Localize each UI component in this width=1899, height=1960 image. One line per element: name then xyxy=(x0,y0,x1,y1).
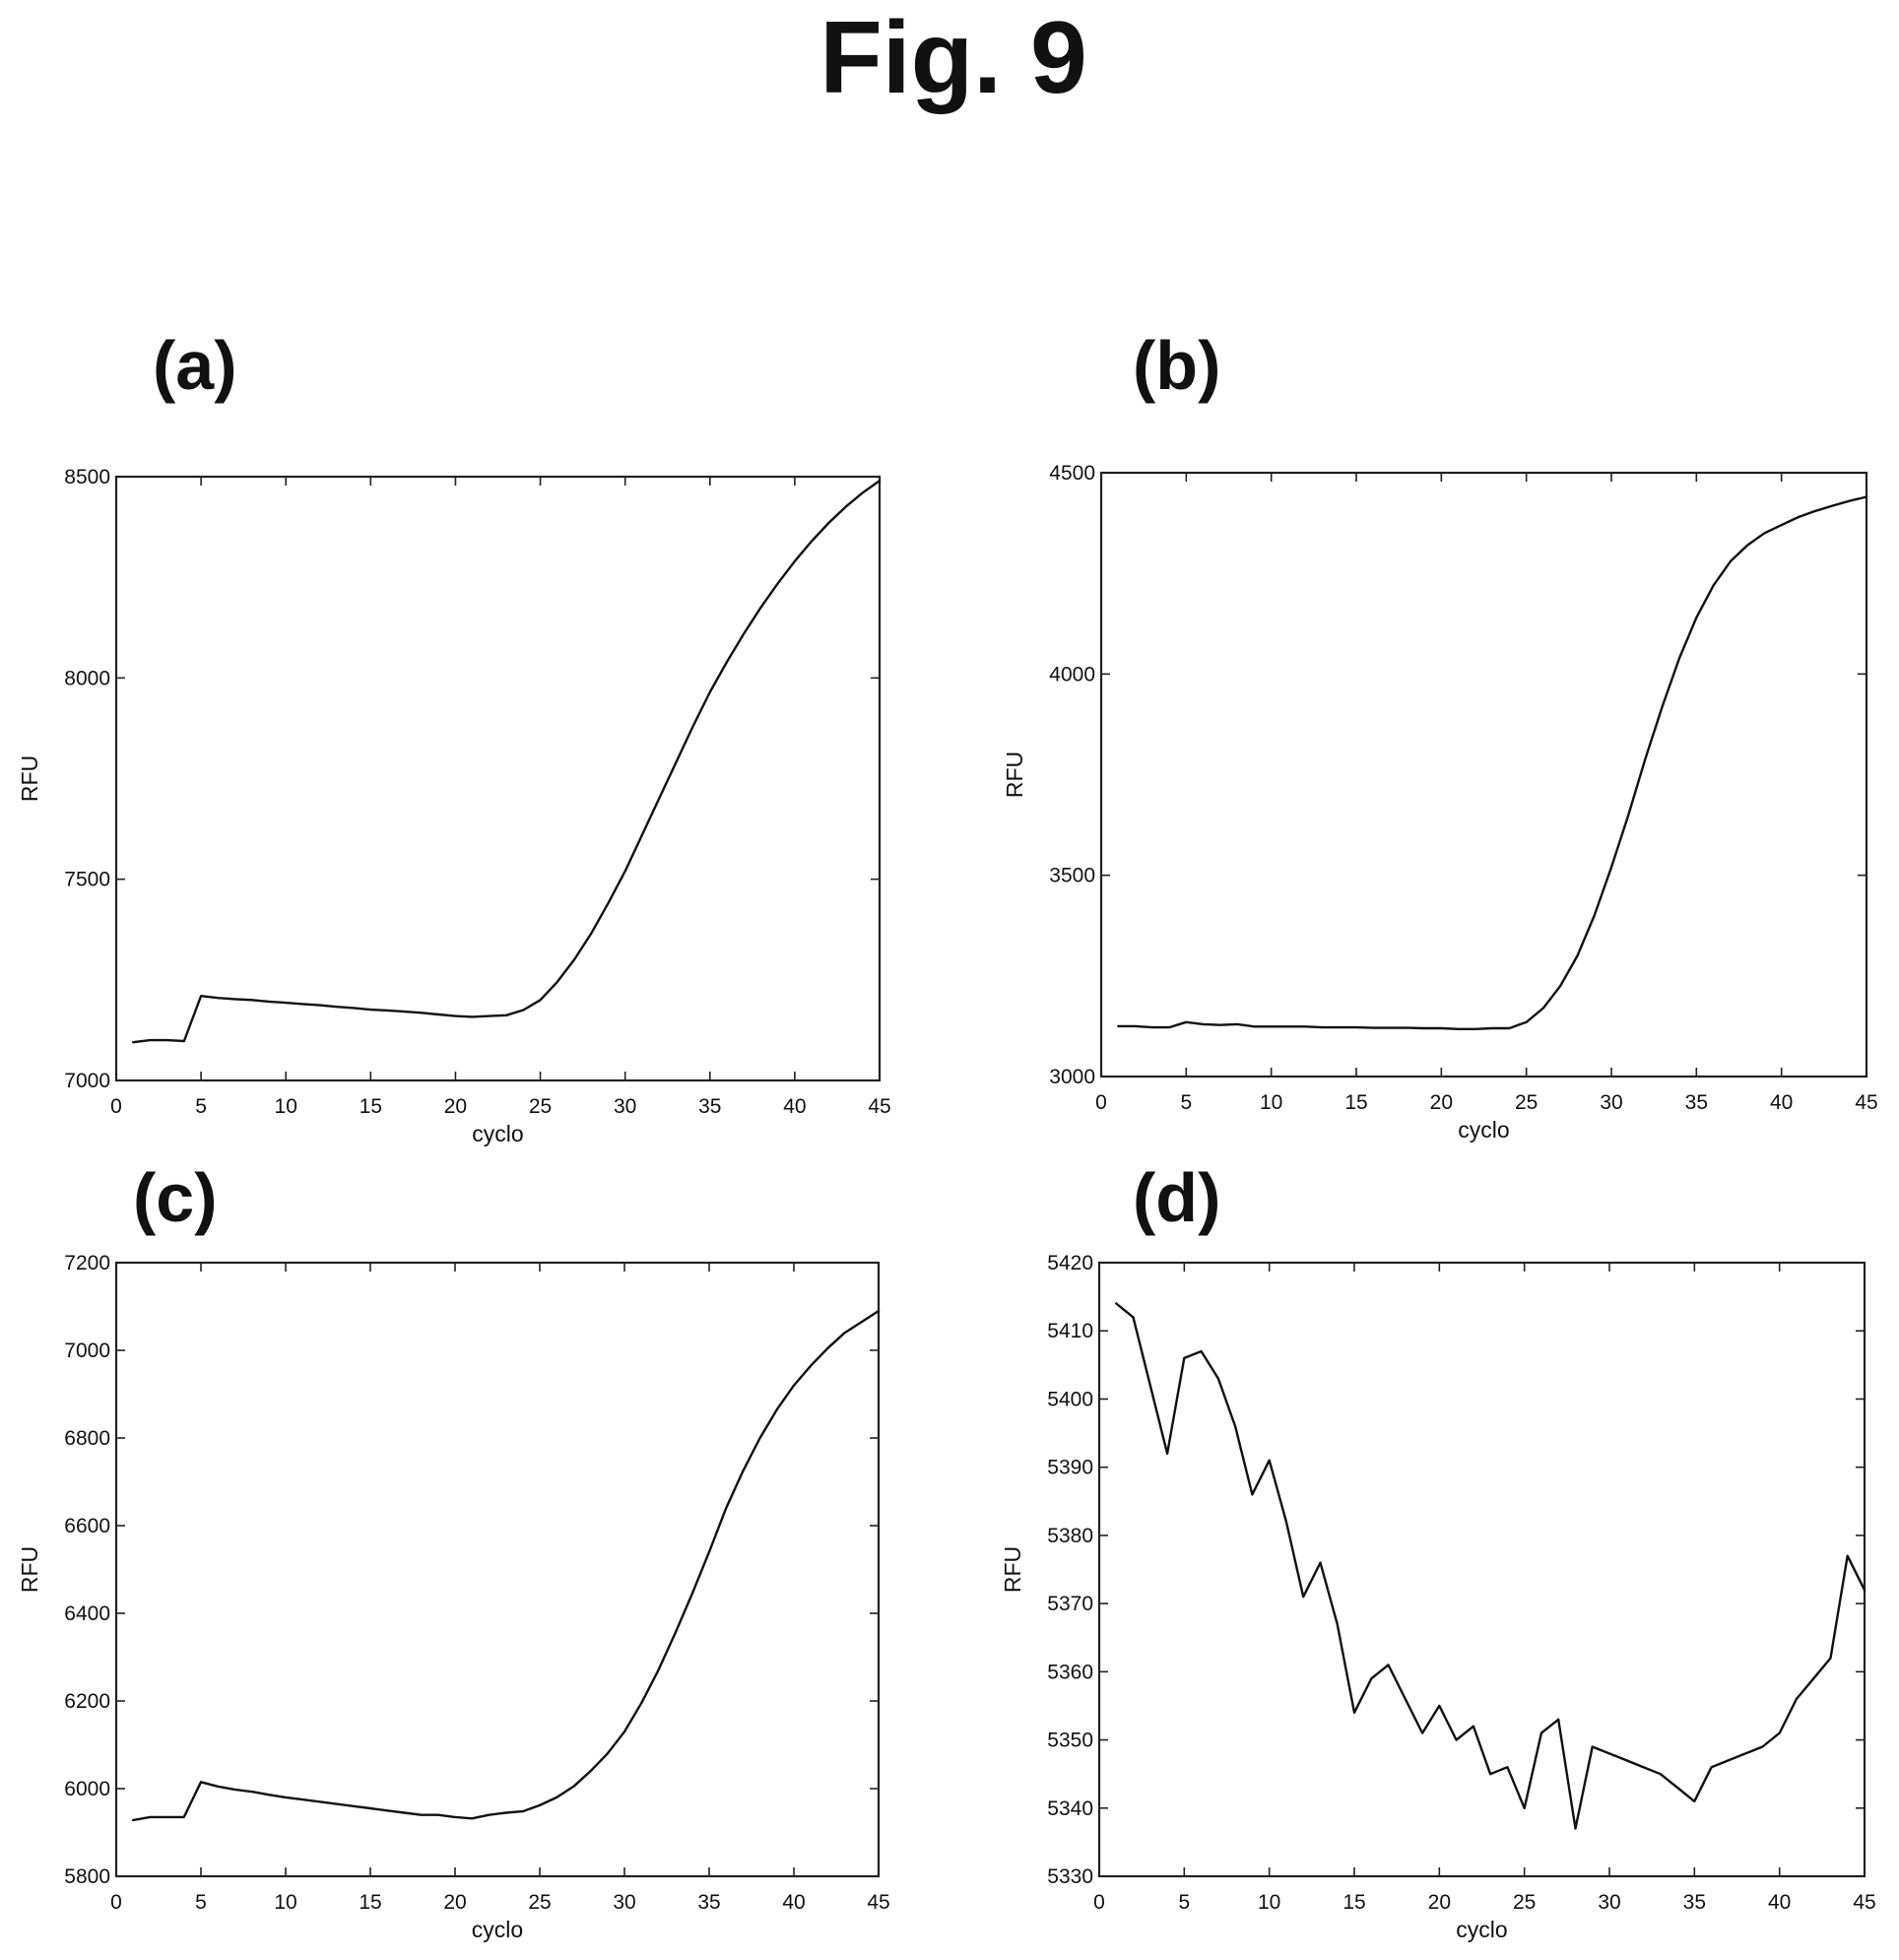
panel-1-y-tick-label: 8000 xyxy=(64,667,110,689)
panel-1-y-tick-label: 7000 xyxy=(64,1070,110,1092)
panel-1-label: (a) xyxy=(153,327,237,404)
panel-3-y-tick-label: 5800 xyxy=(64,1865,110,1888)
panel-4-y-tick-label: 5420 xyxy=(1047,1252,1093,1274)
panel-4-y-tick-label: 5350 xyxy=(1047,1730,1093,1752)
panel-4-x-tick-label: 10 xyxy=(1258,1891,1280,1914)
panel-4-y-tick-label: 5360 xyxy=(1047,1661,1093,1683)
panel-4-y-tick-label: 5330 xyxy=(1047,1865,1093,1888)
panel-1-plot-frame xyxy=(114,475,882,1082)
panel-3-x-tick-label: 40 xyxy=(782,1891,805,1914)
panel-1-chart: (a) 0 5 10 15 20 25 30 35 40 45 7000 7500 8000 8500 cyc… xyxy=(17,327,891,1146)
panel-3-y-axis-label: RFU xyxy=(17,1546,42,1593)
panel-1-x-tick-label: 0 xyxy=(110,1095,122,1118)
panel-2-x-tick-label: 25 xyxy=(1515,1091,1538,1114)
panel-2-x-tick-label: 15 xyxy=(1344,1091,1367,1114)
panel-1-y-axis-label: RFU xyxy=(17,755,42,802)
panel-3-x-axis-label: cyclo xyxy=(472,1917,523,1942)
panel-1-x-axis-label: cyclo xyxy=(472,1121,523,1146)
panel-2-x-tick-label: 35 xyxy=(1685,1091,1708,1114)
panel-4-x-tick-label: 25 xyxy=(1513,1891,1536,1914)
panel-4-series-line xyxy=(1115,1302,1866,1830)
panel-1-x-tick-label: 40 xyxy=(783,1095,806,1118)
panel-3-y-tick-label: 6800 xyxy=(64,1427,110,1450)
panel-1-x-tick-label: 10 xyxy=(275,1095,297,1118)
panel-2-chart: (b) 0 5 10 15 20 25 30 35 40 45 3000 3500 4000 4500 cyc… xyxy=(1002,327,1878,1143)
panel-4-y-tick-label: 5370 xyxy=(1047,1593,1093,1615)
panel-4-y-tick-label: 5390 xyxy=(1047,1457,1093,1479)
panel-4-x-tick-label: 0 xyxy=(1093,1891,1105,1914)
panel-2-y-tick-label: 4500 xyxy=(1049,462,1095,485)
panel-4-x-tick-label: 20 xyxy=(1428,1891,1451,1914)
panel-2-x-axis-label: cyclo xyxy=(1458,1117,1509,1143)
panel-3-series-line xyxy=(131,1309,881,1822)
panel-3-y-tick-label: 7000 xyxy=(64,1339,110,1362)
panel-4-chart: (d) 0 5 10 15 20 25 30 35 40 45 5330 5340 5350 5360 537… xyxy=(1000,1159,1876,1942)
panel-1-y-tick-label: 8500 xyxy=(64,466,110,489)
panel-2-y-axis-label: RFU xyxy=(1002,751,1027,798)
panel-3-x-tick-label: 15 xyxy=(359,1891,381,1914)
panel-1-x-tick-label: 20 xyxy=(444,1095,467,1118)
panel-3-y-tick-label: 6400 xyxy=(64,1602,110,1625)
panel-3-x-tick-label: 20 xyxy=(443,1891,466,1914)
panel-2-x-tick-label: 40 xyxy=(1770,1091,1793,1114)
panel-3-y-tick-label: 6200 xyxy=(64,1690,110,1713)
panel-3-y-tick-label: 7200 xyxy=(64,1252,110,1274)
panel-4-y-tick-label: 5400 xyxy=(1047,1388,1093,1410)
panel-3-plot-frame xyxy=(114,1261,881,1878)
panel-3-y-tick-label: 6600 xyxy=(64,1515,110,1537)
panel-2-y-tick-label: 3500 xyxy=(1049,865,1095,887)
figure-title: Fig. 9 xyxy=(819,1,1087,115)
panel-3-x-tick-label: 30 xyxy=(613,1891,635,1914)
panel-3-y-tick-label: 6000 xyxy=(64,1778,110,1800)
panel-2-x-tick-label: 30 xyxy=(1600,1091,1622,1114)
panel-4-plot-frame xyxy=(1097,1261,1866,1878)
panel-1-x-tick-label: 25 xyxy=(529,1095,552,1118)
panel-2-label: (b) xyxy=(1133,327,1220,404)
panel-4-x-tick-label: 5 xyxy=(1178,1891,1190,1914)
panel-2-x-tick-label: 5 xyxy=(1180,1091,1192,1114)
panel-4-y-tick-label: 5410 xyxy=(1047,1320,1093,1342)
panel-4-label: (d) xyxy=(1133,1159,1220,1236)
panel-3-label: (c) xyxy=(133,1159,218,1236)
panel-1-x-tick-label: 15 xyxy=(360,1095,382,1118)
panel-3-x-tick-label: 45 xyxy=(867,1891,889,1914)
panel-2-x-tick-label: 10 xyxy=(1260,1091,1282,1114)
panel-3-chart: (c) 0 5 10 15 20 25 30 35 40 45 5800 6000 6200 6400 660… xyxy=(17,1159,890,1942)
panel-4-x-tick-label: 40 xyxy=(1768,1891,1791,1914)
panel-2-x-tick-label: 45 xyxy=(1855,1091,1877,1114)
panel-1-x-tick-label: 30 xyxy=(614,1095,636,1118)
panel-2-y-tick-label: 4000 xyxy=(1049,663,1095,686)
panel-4-x-tick-label: 30 xyxy=(1598,1891,1620,1914)
panel-2-plot-frame xyxy=(1099,471,1868,1078)
panel-2-y-tick-label: 3000 xyxy=(1049,1066,1095,1088)
panel-4-x-tick-label: 15 xyxy=(1342,1891,1365,1914)
panel-1-x-tick-label: 5 xyxy=(195,1095,207,1118)
panel-4-y-axis-label: RFU xyxy=(1000,1546,1025,1593)
panel-1-x-tick-label: 35 xyxy=(698,1095,721,1118)
panel-2-x-tick-label: 0 xyxy=(1095,1091,1107,1114)
panel-1-series-line xyxy=(131,479,882,1044)
chart-panels: (a) 0 5 10 15 20 25 30 35 40 45 7000 7500 8000 8500 cyc… xyxy=(17,327,1878,1942)
panel-2-x-tick-label: 20 xyxy=(1430,1091,1453,1114)
panel-3-x-tick-label: 10 xyxy=(274,1891,296,1914)
panel-3-x-tick-label: 5 xyxy=(195,1891,207,1914)
panel-3-x-tick-label: 35 xyxy=(697,1891,720,1914)
panel-3-x-tick-label: 0 xyxy=(110,1891,122,1914)
panel-4-x-axis-label: cyclo xyxy=(1456,1917,1507,1942)
panel-3-x-tick-label: 25 xyxy=(528,1891,551,1914)
panel-4-y-tick-label: 5340 xyxy=(1047,1797,1093,1820)
panel-4-x-tick-label: 35 xyxy=(1683,1891,1706,1914)
panel-1-x-tick-label: 45 xyxy=(868,1095,890,1118)
panel-1-y-tick-label: 7500 xyxy=(64,869,110,891)
panel-4-x-tick-label: 45 xyxy=(1853,1891,1875,1914)
panel-2-series-line xyxy=(1117,495,1868,1031)
panel-4-y-tick-label: 5380 xyxy=(1047,1525,1093,1547)
